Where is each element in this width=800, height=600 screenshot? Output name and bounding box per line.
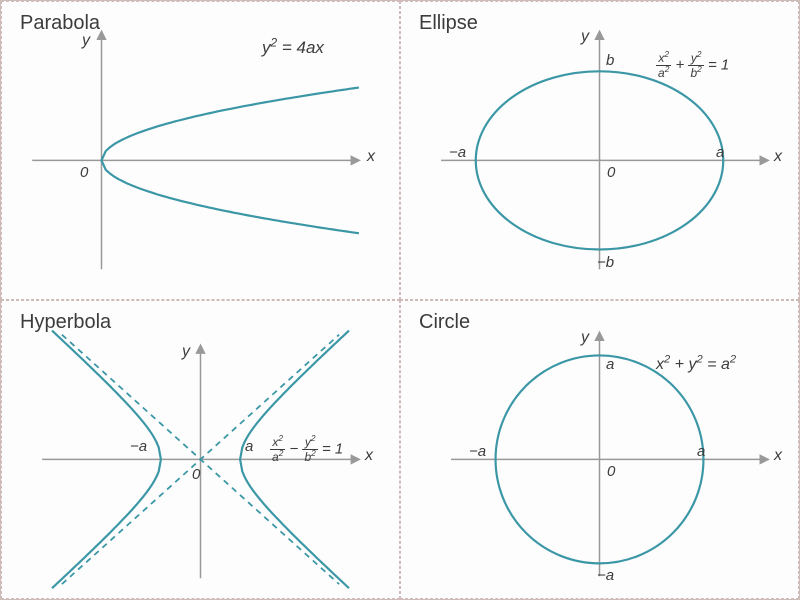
conic-sections-grid: Parabola y2 = 4ax y x 0 Ellipse x2a2 + y…	[0, 0, 800, 600]
x-axis-label: x	[365, 447, 373, 465]
op-minus: −	[290, 440, 303, 457]
y-axis-label: y	[581, 329, 589, 347]
tick-pos-a: a	[245, 438, 253, 455]
eqn-text: x2 + y2 = a2	[656, 356, 736, 373]
tick-neg-a-x: −a	[469, 443, 486, 460]
op-plus: +	[676, 56, 689, 73]
equation-parabola: y2 = 4ax	[262, 38, 324, 58]
panel-parabola: Parabola y2 = 4ax y x 0	[1, 1, 400, 300]
panel-hyperbola: Hyperbola x2a2 − y2b2 = 1 y x 0 −a a	[1, 300, 400, 599]
equation-hyperbola: x2a2 − y2b2 = 1	[270, 436, 343, 463]
y-axis-label: y	[82, 32, 90, 50]
origin-label: 0	[607, 463, 615, 480]
frac-x2a2: x2a2	[270, 436, 285, 463]
panel-circle: Circle x2 + y2 = a2 y x 0 −a a a −a	[400, 300, 799, 599]
equation-ellipse: x2a2 + y2b2 = 1	[656, 52, 729, 79]
x-axis-label: x	[367, 148, 375, 166]
eqn-text: y2 = 4ax	[262, 38, 324, 57]
equation-circle: x2 + y2 = a2	[656, 356, 736, 374]
tick-pos-b: b	[606, 52, 614, 69]
frac-y2b2: y2b2	[688, 52, 703, 79]
title-ellipse: Ellipse	[419, 12, 478, 35]
rhs: = 1	[708, 56, 729, 73]
x-axis-label: x	[774, 148, 782, 166]
frac-y2b2: y2b2	[302, 436, 317, 463]
tick-pos-a-x: a	[697, 443, 705, 460]
x-axis-label: x	[774, 447, 782, 465]
y-axis-label: y	[581, 28, 589, 46]
rhs: = 1	[322, 440, 343, 457]
y-axis-label: y	[182, 343, 190, 361]
tick-neg-a: −a	[449, 144, 466, 161]
tick-neg-b: −b	[597, 254, 614, 271]
parabola-svg	[2, 2, 399, 299]
origin-label: 0	[192, 466, 200, 483]
frac-x2a2: x2a2	[656, 52, 671, 79]
origin-label: 0	[80, 164, 88, 181]
title-hyperbola: Hyperbola	[20, 311, 111, 334]
tick-pos-a: a	[716, 144, 724, 161]
origin-label: 0	[607, 164, 615, 181]
tick-pos-a-y: a	[606, 356, 614, 373]
tick-neg-a: −a	[130, 438, 147, 455]
panel-ellipse: Ellipse x2a2 + y2b2 = 1 y x 0 −a a b −b	[400, 1, 799, 300]
circle-svg	[401, 301, 798, 598]
tick-neg-a-y: −a	[597, 567, 614, 584]
title-circle: Circle	[419, 311, 470, 334]
